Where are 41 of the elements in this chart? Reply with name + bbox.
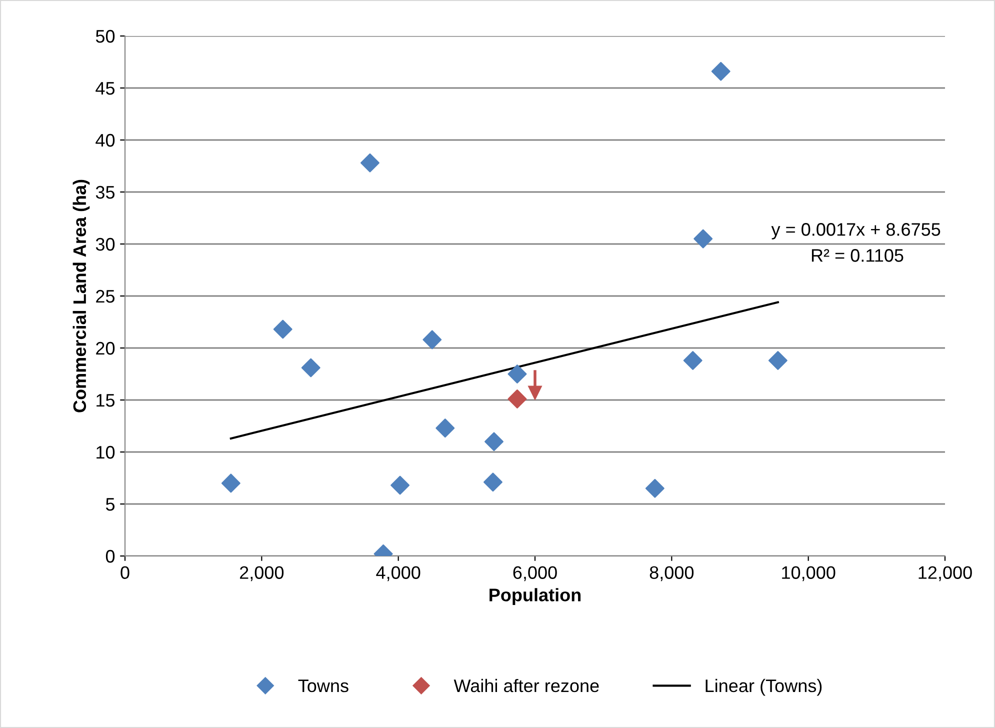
legend-label: Linear (Towns) bbox=[706, 678, 822, 696]
annotation: y = 0.0017x + 8.6755 bbox=[771, 223, 940, 240]
point bbox=[360, 153, 380, 172]
y-tick-label: 10 bbox=[96, 446, 115, 459]
y-tick-label: 40 bbox=[96, 134, 115, 147]
point bbox=[711, 62, 730, 81]
point bbox=[221, 474, 240, 493]
point bbox=[508, 364, 527, 384]
x-tick-label: 6,000 bbox=[513, 566, 557, 582]
point bbox=[483, 472, 502, 492]
annotation: R² = 0.1105 bbox=[812, 249, 904, 262]
y-tick-label: 5 bbox=[106, 498, 115, 511]
x-tick-label: 12,000 bbox=[918, 566, 972, 582]
x-tick-label: 2,000 bbox=[240, 566, 284, 582]
point bbox=[768, 351, 788, 370]
point bbox=[301, 358, 320, 378]
x-axis-title: Population bbox=[490, 588, 581, 605]
y-tick-label: 25 bbox=[96, 290, 115, 303]
y-tick-label: 45 bbox=[96, 82, 115, 95]
point bbox=[694, 229, 713, 248]
point bbox=[273, 320, 292, 339]
y-axis-title: Commercial Land Area (ha) bbox=[72, 180, 90, 412]
x-tick-label: 0 bbox=[120, 566, 130, 579]
x-tick-label: 10,000 bbox=[782, 566, 836, 582]
y-tick-label: 15 bbox=[96, 394, 115, 407]
point bbox=[422, 330, 442, 350]
point bbox=[645, 478, 664, 498]
y-tick-label: 30 bbox=[96, 238, 115, 251]
y-tick-label: 0 bbox=[106, 550, 115, 563]
x-tick-label: 8,000 bbox=[650, 566, 694, 582]
y-tick-label: 20 bbox=[96, 342, 115, 355]
y-tick-label: 50 bbox=[96, 30, 115, 43]
point bbox=[436, 418, 455, 438]
legend-label: Towns bbox=[298, 680, 348, 692]
point bbox=[683, 351, 702, 370]
point bbox=[390, 476, 410, 495]
legend-label: Waihi after rezone bbox=[454, 678, 599, 692]
x-tick-label: 4,000 bbox=[376, 566, 420, 582]
point bbox=[484, 432, 504, 452]
y-tick-label: 35 bbox=[96, 186, 115, 199]
point bbox=[508, 389, 527, 408]
